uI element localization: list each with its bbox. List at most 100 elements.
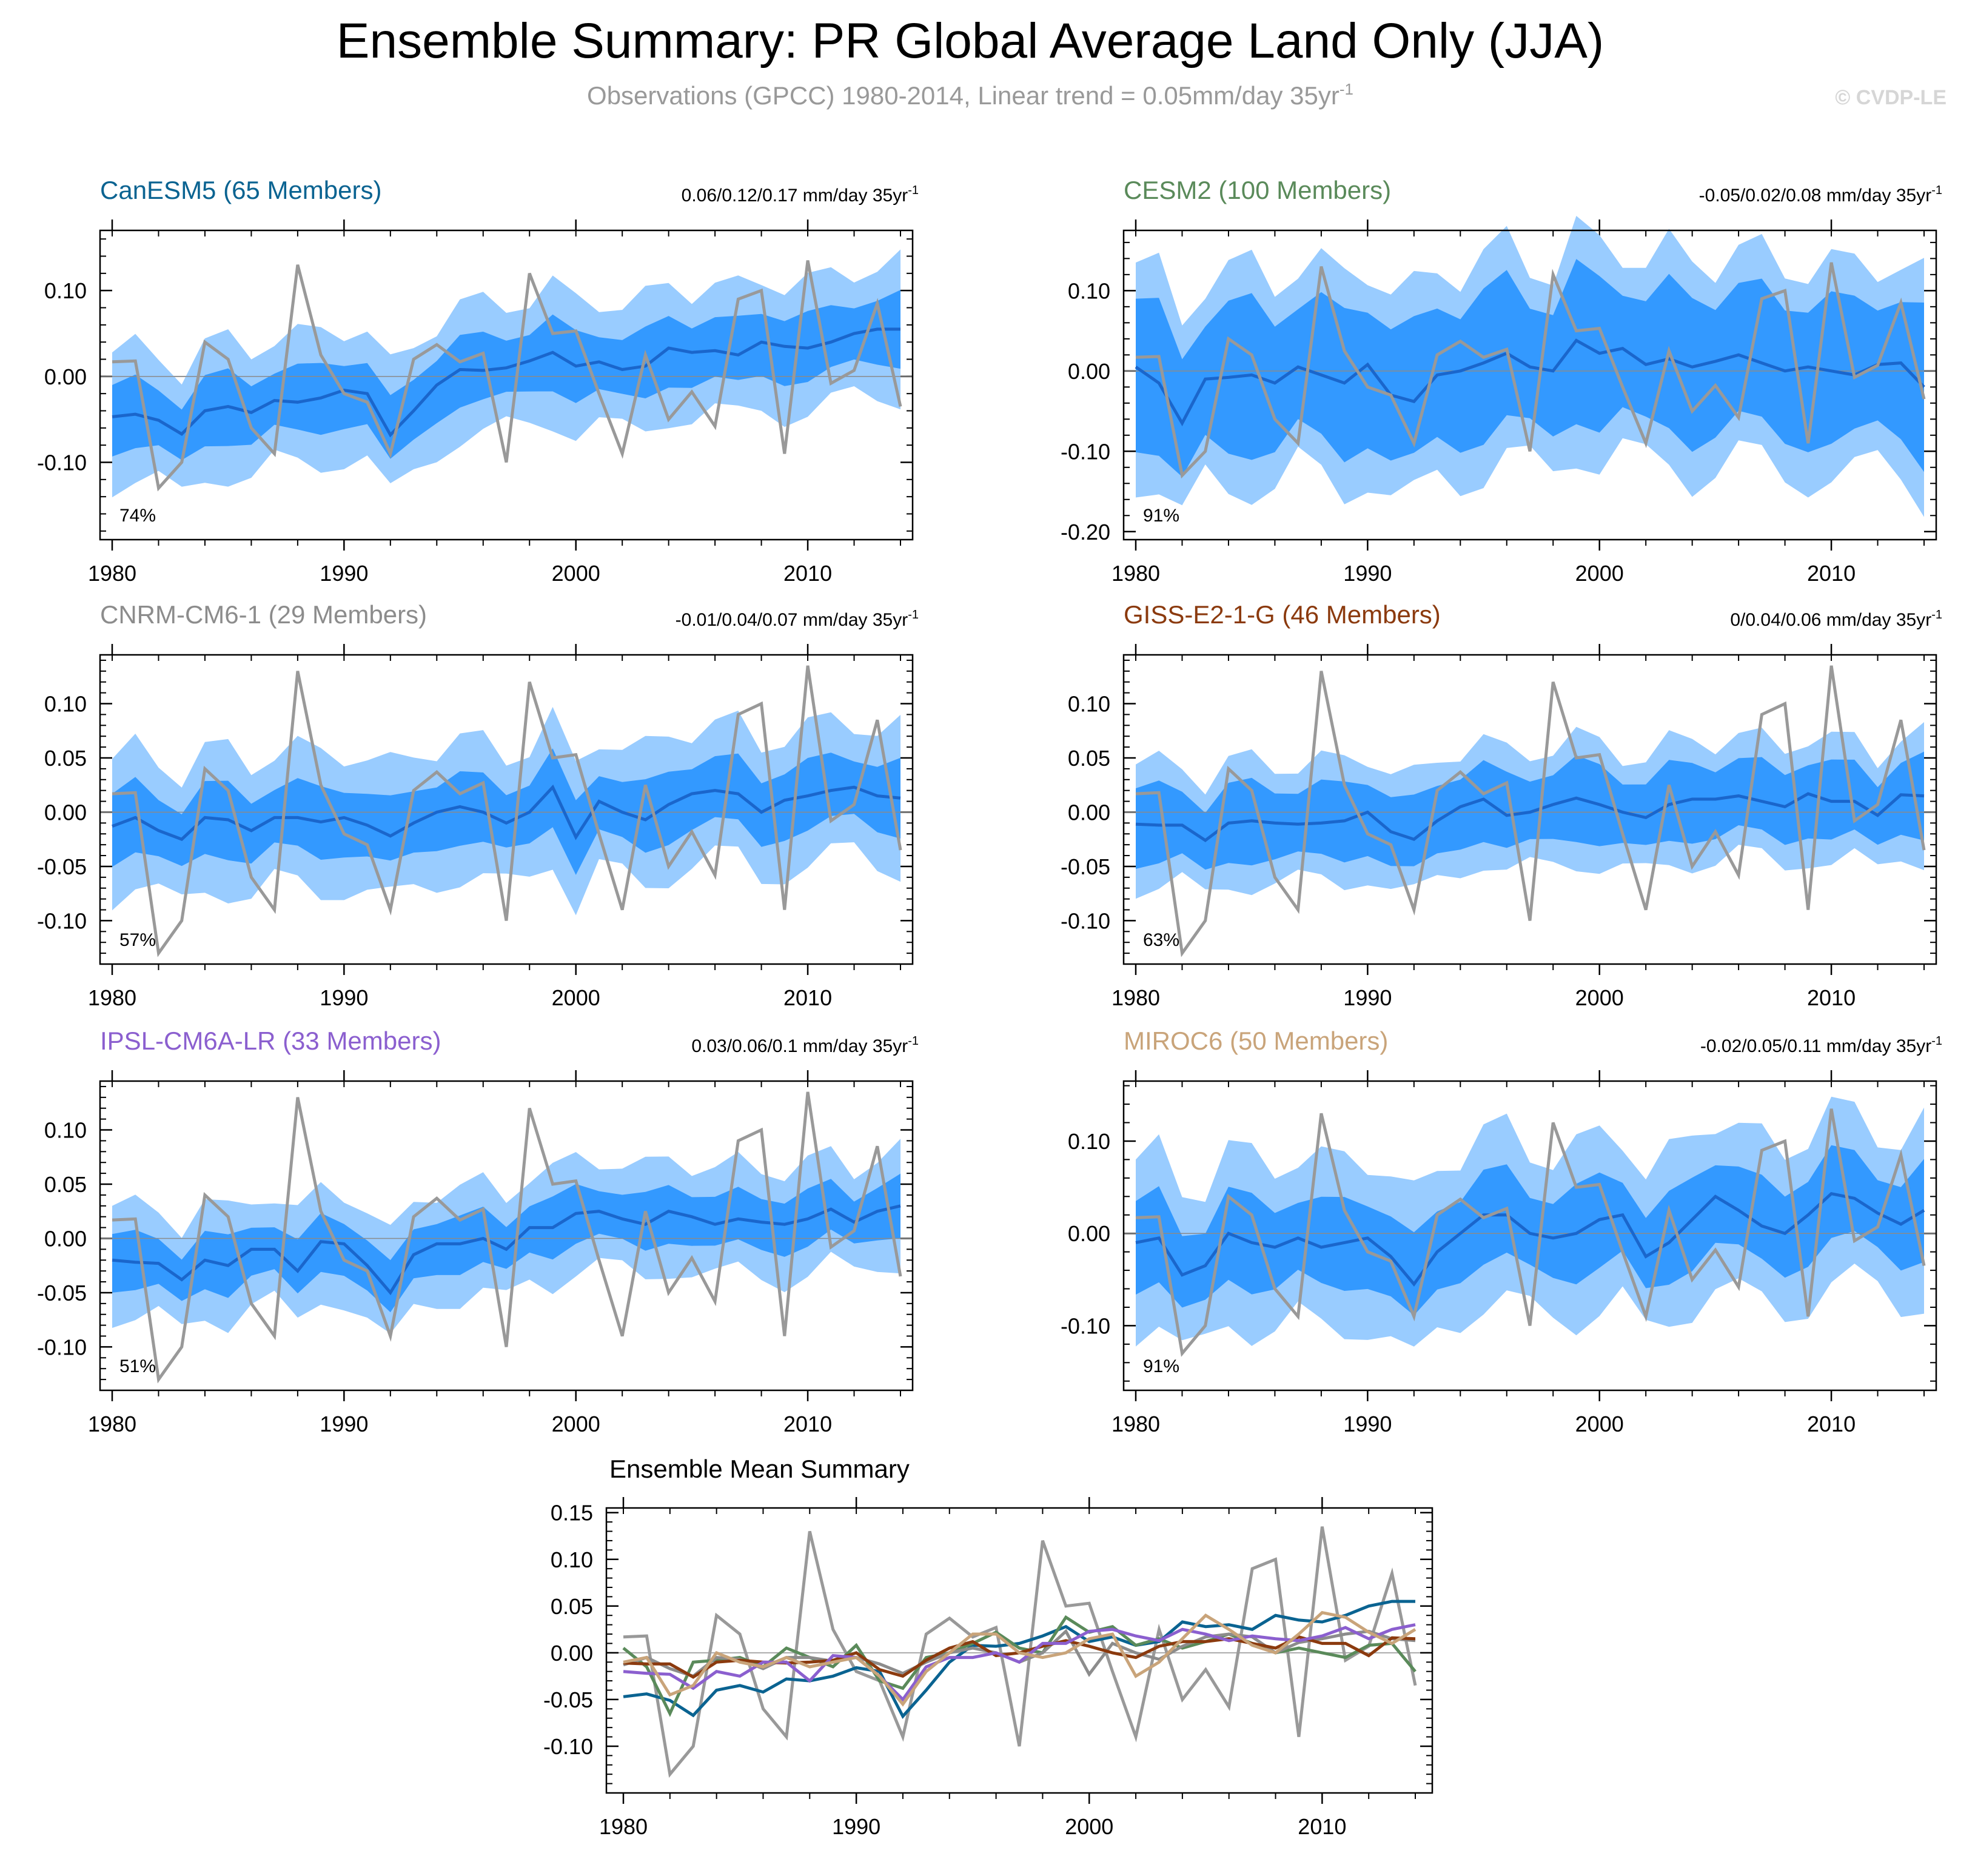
observations-line (1135, 665, 1926, 957)
x-tick-label: 2000 (552, 561, 600, 586)
plot-frame (99, 229, 914, 541)
panel-title: CESM2 (100 Members) (1124, 176, 1391, 204)
y-tick-label: -0.10 (1061, 439, 1110, 464)
observations-line (1135, 1108, 1926, 1357)
y-tick-label: -0.10 (37, 1335, 87, 1359)
observations-line (112, 1091, 902, 1384)
y-tick-label: -0.10 (543, 1734, 593, 1759)
y-tick-label: 0.05 (44, 1172, 87, 1197)
y-tick-label: 0.00 (44, 364, 87, 389)
x-tick-label: 1980 (599, 1814, 648, 1839)
x-tick-label: 2010 (1807, 561, 1856, 586)
y-tick-label: 0.10 (1068, 1129, 1110, 1154)
trend-text: -0.05/0.02/0.08 mm/day 35yr (1699, 186, 1932, 206)
summary-plot-frame (605, 1507, 1433, 1794)
inner-range-band (112, 1173, 900, 1313)
y-tick-label: -0.10 (37, 451, 87, 475)
ensemble-mean-line (112, 784, 901, 842)
x-tick-label: 2010 (783, 985, 832, 1010)
panels: -0.10 0.00 0.10 1980 1990 2000 2010 CanESM5 (65… (37, 176, 1942, 1436)
panel-miroc6: -0.10 0.00 0.10 1980 1990 2000 2010 MIROC6 (50 … (1061, 1027, 1942, 1436)
figure-title: Ensemble Summary: PR Global Average Land… (337, 13, 1604, 69)
y-tick-label: 0.10 (551, 1547, 593, 1572)
panel-title: CanESM5 (65 Members) (100, 176, 381, 204)
observations-line (112, 665, 902, 957)
panel-title: IPSL-CM6A-LR (33 Members) (100, 1027, 441, 1055)
summary-observations-line (623, 1526, 1417, 1778)
percent-label: 74% (119, 506, 156, 526)
ensemble-mean-summary: -0.10 -0.05 0.00 0.05 0.10 0.15 1980 1990 2000 20… (543, 1455, 1433, 1839)
panel-cesm2: -0.20 -0.10 0.00 0.10 1980 1990 2000 2010 CESM2 … (1061, 176, 1942, 586)
x-tick-label: 1980 (1112, 561, 1160, 586)
watermark: © CVDP-LE (1835, 86, 1946, 109)
panel-trend: 0.06/0.12/0.17 mm/day 35yr-1 (682, 184, 919, 206)
y-tick-label: 0.05 (1068, 746, 1110, 771)
inner-range-band (112, 748, 900, 875)
plot-frame (1122, 654, 1937, 965)
y-tick-label: -0.05 (1061, 854, 1110, 879)
x-tick-label: 1980 (1112, 985, 1160, 1010)
subtitle-text: Observations (GPCC) 1980-2014, Linear tr… (587, 81, 1340, 110)
x-tick-label: 2000 (1575, 561, 1624, 586)
x-tick-label: 1980 (1112, 1412, 1160, 1436)
trend-text: -0.02/0.05/0.11 mm/day 35yr (1700, 1036, 1931, 1056)
ensemble-mean-line (112, 1204, 901, 1296)
x-tick-label: 2010 (1807, 1412, 1856, 1436)
summary-mean-line-ipsl-cm6a-lr (623, 1623, 1416, 1702)
x-tick-label: 2000 (1065, 1814, 1113, 1839)
y-tick-label: 0.15 (551, 1501, 593, 1526)
trend-sup: -1 (908, 184, 919, 197)
inner-range-band (1136, 1145, 1924, 1316)
y-tick-label: -0.05 (543, 1687, 593, 1712)
y-tick-label: 0.10 (1068, 692, 1110, 717)
ensemble-mean-line (1135, 792, 1925, 843)
y-tick-label: -0.05 (37, 1281, 87, 1305)
percent-label: 63% (1143, 930, 1179, 950)
y-tick-label: 0.10 (44, 278, 87, 303)
trend-text: 0/0.04/0.06 mm/day 35yr (1730, 610, 1931, 630)
y-tick-label: 0.10 (1068, 278, 1110, 303)
plot-frame (99, 1080, 914, 1392)
summary-mean-line-cesm2 (622, 1615, 1417, 1717)
x-tick-label: 1990 (320, 561, 368, 586)
panel-trend: 0/0.04/0.06 mm/day 35yr-1 (1730, 608, 1942, 630)
subtitle-sup: -1 (1340, 80, 1353, 98)
observations-line (112, 260, 902, 492)
trend-sup: -1 (1931, 608, 1942, 621)
x-tick-label: 1980 (88, 985, 136, 1010)
x-tick-label: 2010 (783, 561, 832, 586)
trend-sup: -1 (908, 1034, 919, 1048)
trend-sup: -1 (1931, 1034, 1942, 1048)
panel-trend: -0.01/0.04/0.07 mm/day 35yr-1 (676, 608, 919, 630)
y-tick-label: -0.05 (37, 854, 87, 879)
panel-giss-e2-1-g: -0.10 -0.05 0.00 0.05 0.10 1980 1990 2000 2010 GI… (1061, 600, 1942, 1010)
ensemble-mean-line (1135, 1192, 1925, 1287)
trend-text: 0.06/0.12/0.17 mm/day 35yr (682, 186, 908, 206)
observations-line (1135, 262, 1926, 479)
x-tick-label: 1990 (320, 985, 368, 1010)
trend-sup: -1 (1931, 184, 1942, 197)
x-tick-label: 1980 (88, 561, 136, 586)
y-tick-label: 0.10 (44, 1118, 87, 1143)
x-tick-label: 2010 (1807, 985, 1856, 1010)
trend-text: -0.01/0.04/0.07 mm/day 35yr (676, 610, 908, 630)
ensemble-mean-line (1135, 338, 1925, 427)
panel-ipsl-cm6a-lr: -0.10 -0.05 0.00 0.05 0.10 1980 1990 2000 2010 IP… (37, 1027, 919, 1436)
panel-trend: -0.05/0.02/0.08 mm/day 35yr-1 (1699, 184, 1942, 206)
percent-label: 51% (119, 1356, 156, 1376)
x-tick-label: 2010 (1298, 1814, 1346, 1839)
percent-label: 91% (1143, 1356, 1179, 1376)
percent-label: 57% (119, 930, 156, 950)
y-tick-label: -0.10 (1061, 908, 1110, 933)
plot-frame (99, 654, 914, 965)
y-tick-label: 0.05 (44, 746, 87, 771)
x-tick-label: 1990 (1343, 1412, 1392, 1436)
y-tick-label: -0.20 (1061, 520, 1110, 544)
y-tick-label: -0.10 (1061, 1313, 1110, 1338)
summary-mean-line-canesm5 (623, 1600, 1415, 1719)
y-tick-label: -0.10 (37, 908, 87, 933)
x-tick-label: 2000 (1575, 985, 1624, 1010)
figure-subtitle: Observations (GPCC) 1980-2014, Linear tr… (587, 80, 1353, 110)
x-tick-label: 1990 (320, 1412, 368, 1436)
